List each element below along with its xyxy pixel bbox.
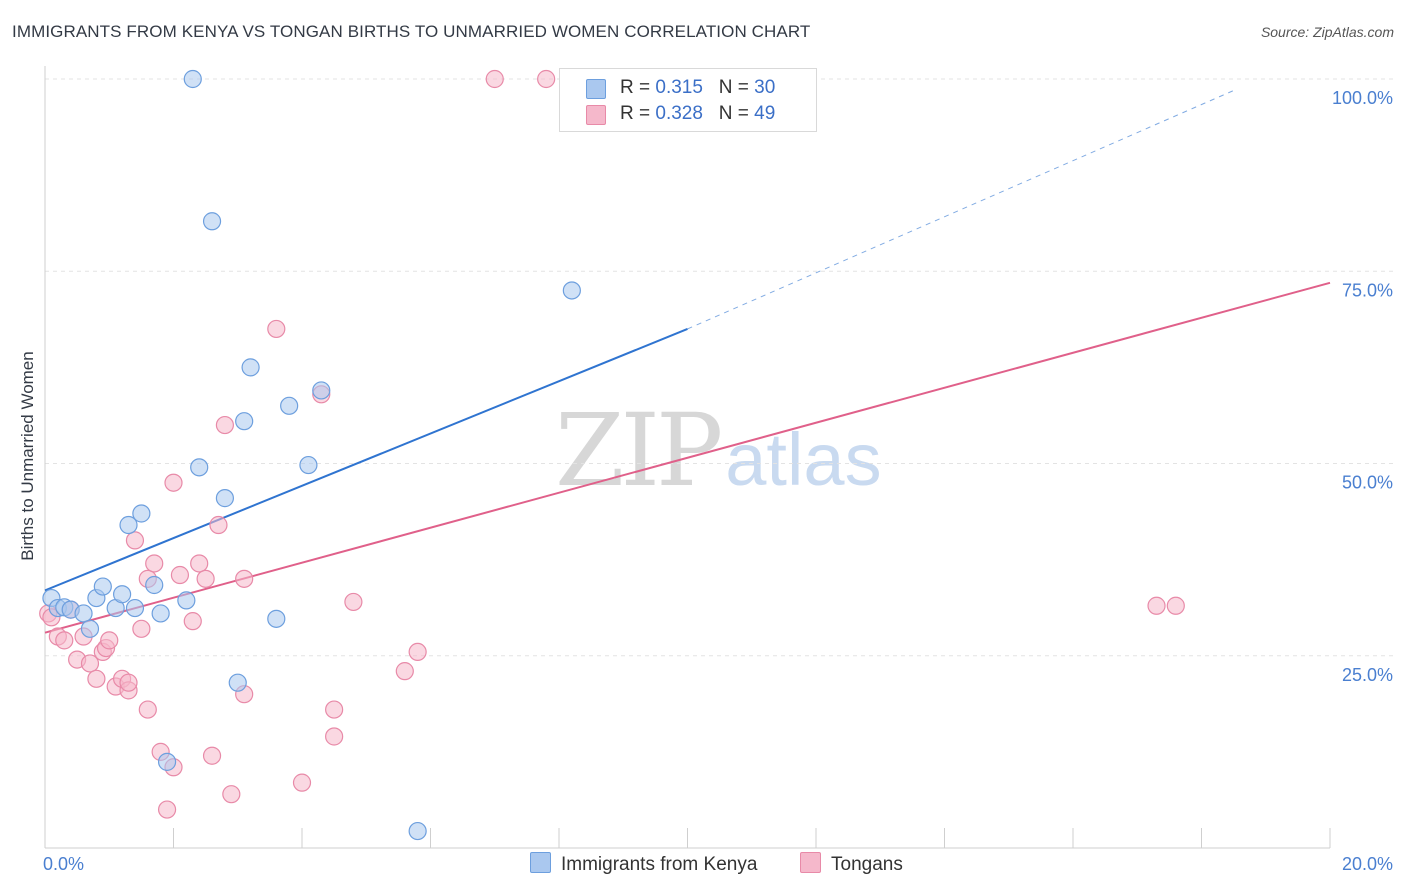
axis-labels: 25.0% 50.0% 75.0% 100.0% 0.0% 20.0% Births to … — [18, 88, 1393, 874]
y-tick-label: 25.0% — [1342, 665, 1393, 685]
source-note: Source: ZipAtlas.com — [1260, 24, 1394, 40]
point-kenya — [190, 458, 209, 477]
bottom-legend-swatch-tongans — [800, 852, 821, 873]
point-tongans — [537, 69, 556, 89]
point-kenya — [80, 619, 100, 638]
trend-lines — [44, 90, 1331, 634]
y-axis-title: Births to Unmarried Women — [18, 351, 37, 560]
point-tongans — [196, 569, 215, 588]
point-tongans — [87, 669, 106, 688]
point-kenya — [145, 575, 164, 595]
x-tick-label-max: 20.0% — [1342, 854, 1393, 874]
point-tongans — [125, 531, 145, 550]
point-tongans — [215, 415, 234, 435]
legend-r-label: R = — [620, 77, 651, 98]
legend-swatch-tongans — [586, 105, 606, 125]
point-tongans — [1166, 596, 1185, 615]
y-tick-label: 100.0% — [1332, 88, 1393, 108]
trend-line-kenya — [44, 327, 688, 592]
point-kenya — [562, 281, 581, 300]
point-tongans — [157, 800, 177, 819]
legend-r-value-tongans: 0.328 — [655, 103, 703, 124]
trend-line-tongans — [44, 281, 1331, 634]
point-tongans — [55, 631, 74, 650]
point-kenya — [202, 212, 222, 231]
axes — [44, 66, 1331, 849]
point-tongans — [183, 612, 202, 631]
point-kenya — [112, 585, 132, 604]
legend-n-label: N = — [718, 103, 749, 124]
point-kenya — [132, 504, 151, 523]
point-tongans — [325, 700, 344, 719]
point-kenya — [228, 673, 247, 692]
point-kenya — [280, 396, 299, 415]
point-tongans — [132, 619, 151, 638]
x-tick-label-min: 0.0% — [43, 854, 84, 874]
bottom-legend-kenya[interactable]: Immigrants from Kenya — [530, 852, 757, 876]
point-tongans — [325, 727, 344, 746]
data-points — [39, 69, 1185, 841]
watermark-atlas: atlas — [725, 418, 882, 501]
point-tongans — [190, 554, 209, 573]
point-tongans — [138, 700, 157, 719]
correlation-legend: R = 0.315 N = 30 R = 0.328 N = 49 — [559, 68, 817, 132]
point-tongans — [100, 631, 119, 650]
point-tongans — [80, 654, 100, 673]
point-tongans — [222, 785, 241, 804]
point-kenya — [74, 604, 93, 623]
legend-n-value-kenya: 30 — [754, 77, 776, 98]
legend-n-value-tongans: 49 — [754, 103, 776, 124]
watermark-zip: ZIP — [555, 392, 723, 509]
legend-swatch-kenya — [586, 79, 606, 99]
point-tongans — [235, 569, 254, 588]
point-tongans — [395, 662, 414, 681]
bottom-legend-swatch-kenya — [530, 852, 551, 873]
point-tongans — [1147, 596, 1166, 615]
point-kenya — [93, 577, 112, 596]
point-tongans — [485, 69, 504, 89]
point-kenya — [241, 358, 260, 377]
legend-r-label: R = — [620, 103, 651, 124]
point-kenya — [151, 604, 170, 623]
point-tongans — [408, 642, 427, 662]
legend-r-value-kenya: 0.315 — [655, 77, 703, 98]
point-tongans — [202, 746, 222, 765]
point-kenya — [119, 515, 138, 535]
point-kenya — [215, 489, 234, 508]
legend-n-label: N = — [718, 77, 749, 98]
y-tick-label: 75.0% — [1342, 280, 1393, 300]
point-tongans — [267, 319, 286, 339]
point-tongans — [344, 592, 363, 612]
bottom-legend-tongans[interactable]: Tongans — [800, 852, 903, 876]
zipatlas-watermark: ZIPatlas — [555, 392, 882, 509]
y-tick-label: 50.0% — [1342, 473, 1393, 493]
point-kenya — [267, 609, 286, 628]
point-tongans — [209, 515, 228, 535]
point-kenya — [183, 69, 202, 89]
point-kenya — [157, 752, 177, 771]
point-tongans — [164, 473, 183, 492]
point-kenya — [177, 591, 196, 610]
bottom-legend-label-tongans: Tongans — [831, 854, 903, 875]
point-kenya — [235, 412, 254, 431]
point-kenya — [299, 455, 318, 475]
chart-title: IMMIGRANTS FROM KENYA VS TONGAN BIRTHS T… — [12, 22, 811, 41]
point-tongans — [119, 673, 138, 692]
point-kenya — [312, 381, 331, 400]
bottom-legend-label-kenya: Immigrants from Kenya — [561, 854, 758, 875]
point-kenya — [125, 598, 145, 618]
point-tongans — [292, 773, 312, 792]
point-tongans — [145, 554, 164, 573]
point-tongans — [170, 565, 190, 585]
point-kenya — [408, 821, 427, 841]
